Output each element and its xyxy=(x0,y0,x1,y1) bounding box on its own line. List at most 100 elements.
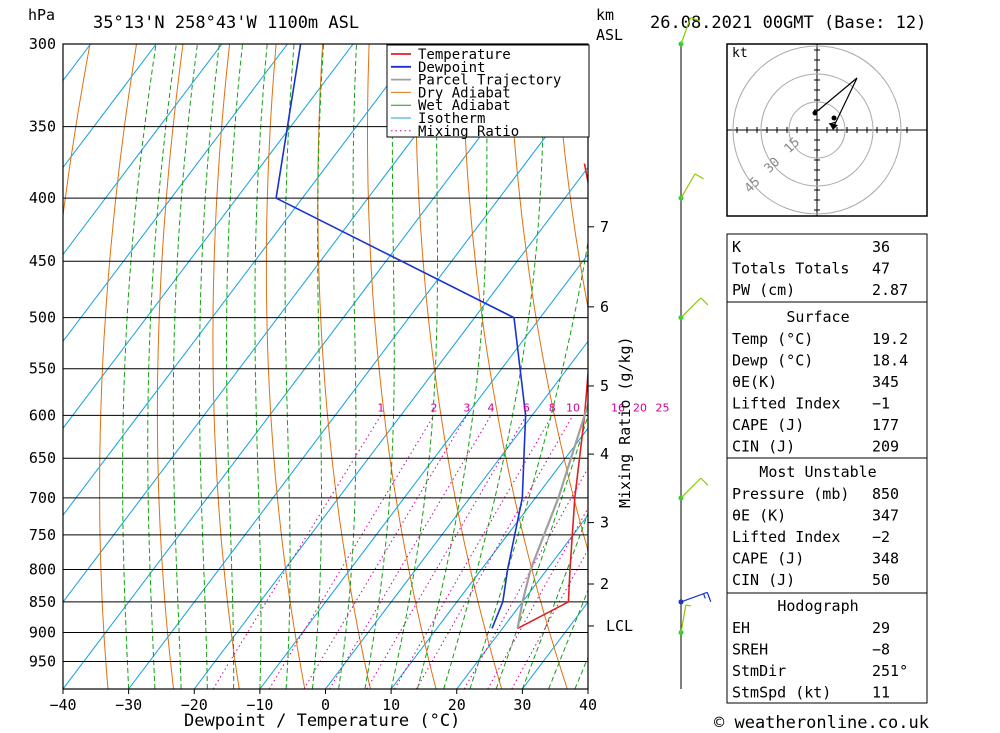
mixing-ratio-line xyxy=(366,415,527,689)
table-label: K xyxy=(732,238,741,256)
mixing-ratio-line xyxy=(329,415,492,689)
mixing-ratio-line xyxy=(511,548,588,689)
pressure-tick-label: 300 xyxy=(29,35,56,53)
pressure-tick-label: 500 xyxy=(29,309,56,327)
height-axis: 7 6 5 4 3 2 LCL xyxy=(587,44,633,689)
isotherm-line xyxy=(390,427,588,689)
isotherm-lines xyxy=(63,44,588,689)
wet-adiabat-line xyxy=(198,44,220,689)
isotherm-line xyxy=(63,44,420,516)
hodograph-ring xyxy=(788,101,846,159)
dry-adiabat-line xyxy=(974,44,1000,689)
wind-barb-flag xyxy=(706,592,712,602)
hodograph-ring xyxy=(732,45,902,215)
hodograph-point xyxy=(831,115,837,121)
wet-adiabat-line xyxy=(172,44,198,689)
mixing-ratio-label: 20 xyxy=(633,401,647,414)
storm-motion-arrow xyxy=(829,123,838,130)
legend-entry: Parcel Trajectory xyxy=(418,73,561,89)
dry-adiabat-line xyxy=(367,44,437,689)
km-tick-label: 3 xyxy=(600,514,609,532)
hodograph-unit: kt xyxy=(732,46,748,61)
temperature-tick-label: 40 xyxy=(579,696,597,714)
asl-unit-label: ASL xyxy=(596,26,623,44)
table-value: 18.4 xyxy=(872,352,908,370)
x-axis-label: Dewpoint / Temperature (°C) xyxy=(184,711,460,731)
isotherm-line xyxy=(259,253,588,689)
dry-adiabat-line xyxy=(927,44,1000,689)
table-value: 36 xyxy=(872,238,890,256)
dry-adiabat-line xyxy=(554,44,588,311)
index-tables: K 36 Totals Totals 47 PW (cm) 2.87 Surface Temp… xyxy=(726,233,928,704)
wet-adiabat-line xyxy=(122,44,157,689)
table-label: StmDir xyxy=(732,662,786,680)
table-label: Dewp (°C) xyxy=(732,352,813,370)
wind-barb-shaft xyxy=(680,297,702,319)
dry-adiabat-line xyxy=(508,44,588,553)
table-value: 251° xyxy=(872,662,908,680)
table-label: CAPE (J) xyxy=(732,550,804,568)
pressure-tick-label: 900 xyxy=(29,624,56,642)
table-value: 11 xyxy=(872,684,890,702)
table-value: 177 xyxy=(872,416,899,434)
temperature-tick-label: −40 xyxy=(49,696,76,714)
table-label: Lifted Index xyxy=(732,395,840,413)
wind-barb-flag xyxy=(694,173,704,180)
km-tick-label: 4 xyxy=(600,445,609,463)
series-parcel-trajectory xyxy=(516,401,588,629)
location-title: 35°13'N 258°43'W 1100m ASL xyxy=(93,13,359,33)
pressure-tick-label: 550 xyxy=(29,360,56,378)
isotherm-line xyxy=(193,166,588,689)
table-label: PW (cm) xyxy=(732,281,795,299)
pressure-tick-label: 650 xyxy=(29,449,56,467)
wind-barb-flag xyxy=(700,297,709,306)
mixing-ratio-label: 1 xyxy=(377,401,384,414)
isotherm-line xyxy=(325,340,588,689)
table-value: −8 xyxy=(872,641,890,659)
dry-adiabat-line xyxy=(156,44,184,689)
copyright: © weatheronline.co.uk xyxy=(714,713,929,733)
pressure-tick-label: 600 xyxy=(29,406,56,424)
pressure-tick-label: 350 xyxy=(29,118,56,136)
legend-entry: Isotherm xyxy=(418,111,485,127)
table-value: 47 xyxy=(872,260,890,278)
wet-adiabat-line xyxy=(443,44,545,689)
wet-adiabat-line xyxy=(147,44,177,689)
table-label: θE (K) xyxy=(732,507,786,525)
wind-barb-shaft xyxy=(680,17,692,45)
table-value: 50 xyxy=(872,571,890,589)
km-unit-label: km xyxy=(596,6,614,24)
isotherm-line xyxy=(63,44,485,603)
pressure-unit-label: hPa xyxy=(28,6,55,24)
indices-box xyxy=(726,233,928,303)
pressure-tick-label: 800 xyxy=(29,560,56,578)
mixing-ratio-label: 16 xyxy=(611,401,625,414)
pressure-axis: 300 350 400 450 500 550 600 650 700 750 800 850 900 9… xyxy=(29,35,56,671)
temperature-tick-label: 10 xyxy=(382,696,400,714)
table-label: Temp (°C) xyxy=(732,330,813,348)
most-unstable-box xyxy=(726,457,928,594)
mixing-ratio-axis-label: Mixing Ratio (g/kg) xyxy=(616,336,634,508)
table-label: Lifted Index xyxy=(732,528,840,546)
table-value: 2.87 xyxy=(872,281,908,299)
mixing-ratio-line xyxy=(303,415,468,689)
legend-entry: Mixing Ratio xyxy=(418,124,519,140)
table-label: Pressure (mb) xyxy=(732,485,849,503)
mixing-ratio-label: 4 xyxy=(488,401,495,414)
mixing-ratio-label: 3 xyxy=(463,401,470,414)
km-tick-label: 6 xyxy=(600,298,609,316)
table-value: 209 xyxy=(872,438,899,456)
wet-adiabat-line xyxy=(226,44,243,689)
mixing-ratio-label: 25 xyxy=(656,401,670,414)
pressure-tick-label: 950 xyxy=(29,653,56,671)
mixing-ratio-label: 2 xyxy=(430,401,437,414)
temperature-tick-label: −30 xyxy=(115,696,142,714)
hodograph-point xyxy=(812,110,818,116)
table-label: SREH xyxy=(732,641,768,659)
wet-adiabat-line xyxy=(254,44,268,689)
hodograph-table-box xyxy=(726,592,928,704)
dry-adiabat-line xyxy=(212,44,240,689)
table-value: −2 xyxy=(872,528,890,546)
wind-barb-shaft xyxy=(680,477,702,499)
